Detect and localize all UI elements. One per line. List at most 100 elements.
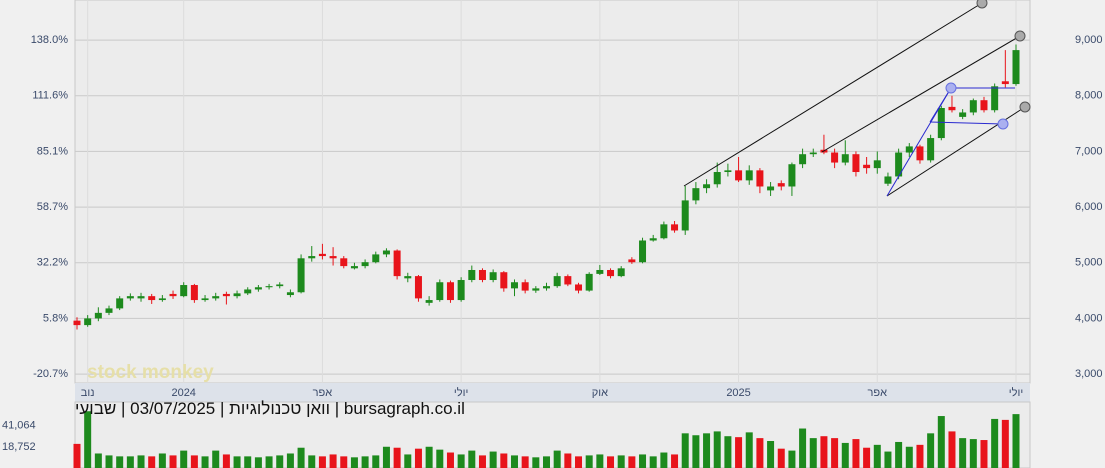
candle-body [681,200,689,231]
candle-body [233,293,241,297]
trend-line [821,35,1021,153]
candle-body [265,286,273,288]
volume-bar [788,450,796,468]
volume-bar [735,437,743,468]
y2-tick-label: 111.6% [32,90,68,102]
volume-bar [222,454,230,468]
candle-body [863,164,871,169]
y2-tick-label: 32.2% [37,257,68,269]
chart-title: bursagraph.co.il | וואן טכנולוגיות | 03/… [75,399,465,418]
volume-bar [895,441,903,468]
volume-bar [254,457,262,468]
volume-bar [820,436,828,468]
x-tick-label: 2024 [171,387,195,399]
volume-bar [767,441,775,468]
volume-bar [553,450,561,468]
candle-body [852,154,860,173]
candle-body [809,152,817,155]
volume-bar [425,446,433,468]
volume-bar [724,436,732,468]
candle-body [329,256,337,259]
volume-bar [180,450,188,468]
candle-body [350,266,358,269]
volume-bar [457,454,465,468]
volume-bar [361,456,369,468]
volume-bar [468,450,476,468]
volume-tick-label: 18,752 [2,441,36,453]
candle-body [212,296,220,299]
handle[interactable] [976,0,988,9]
volume-bar [564,453,572,468]
candle-body [446,282,454,301]
candle-body [116,298,124,309]
candle-body [564,276,572,285]
candle-body [84,318,92,326]
candle-body [190,285,198,301]
volume-bar [340,456,348,468]
candle-body [297,258,305,293]
candle-body [788,164,796,187]
candle-body [937,107,945,139]
candle-body [777,183,785,187]
y-tick-label: 4,000 [1075,312,1103,324]
candle-body [543,286,550,289]
volume-bar [169,455,177,468]
candle-body [340,258,348,267]
candle-body [393,250,401,277]
volume-bar [585,455,593,468]
y2-tick-label: 58.7% [37,201,68,213]
volume-bar [329,454,337,468]
volume-bar [937,416,945,468]
x-tick-label: אפר [313,387,333,399]
handle[interactable] [945,82,957,94]
candle-body [521,282,529,291]
candle-body [382,250,390,255]
candle-body [884,176,892,184]
volume-bar [521,456,529,468]
pattern-line [929,121,1004,125]
candle-body [948,106,956,111]
volume-bar [436,449,444,468]
candle-body [510,282,518,289]
volume-bar [318,456,326,468]
volume-bar [916,444,924,468]
candle-body [756,170,764,187]
candle-body [745,170,753,181]
volume-bar [489,451,497,468]
handle[interactable] [1019,101,1031,113]
candle-body [692,188,700,201]
volume-bar [276,455,284,468]
volume-bar [265,456,273,468]
volume-bar [446,452,454,468]
y2-tick-label: 85.1% [37,145,68,157]
volume-tick-label: 41,064 [2,419,36,431]
volume-bar [158,453,166,468]
x-tick-label: 2025 [726,387,750,399]
volume-bar [703,433,711,468]
volume-bar [308,455,316,468]
candle-body [1012,50,1020,85]
candle-body [639,240,647,263]
candle-body [649,238,657,241]
handle[interactable] [997,118,1009,130]
x-tick-label: יולי [454,386,468,399]
volume-bar [991,418,999,468]
volume-bar [233,456,241,468]
volume-bar [927,433,935,468]
y-tick-label: 8,000 [1075,90,1103,102]
watermark: stock monkey [87,362,214,383]
handle[interactable] [1014,30,1026,42]
candle-body [137,296,145,299]
volume-bar [873,444,881,468]
candle-body [916,146,924,161]
volume-bar [639,454,647,468]
candle-body [735,170,743,181]
volume-bar [980,440,988,468]
volume-bar [852,439,860,468]
candle-body [767,186,775,191]
volume-bar [713,431,721,468]
candle-body [148,296,156,301]
candle-body [105,308,113,313]
candle-body [841,154,849,163]
